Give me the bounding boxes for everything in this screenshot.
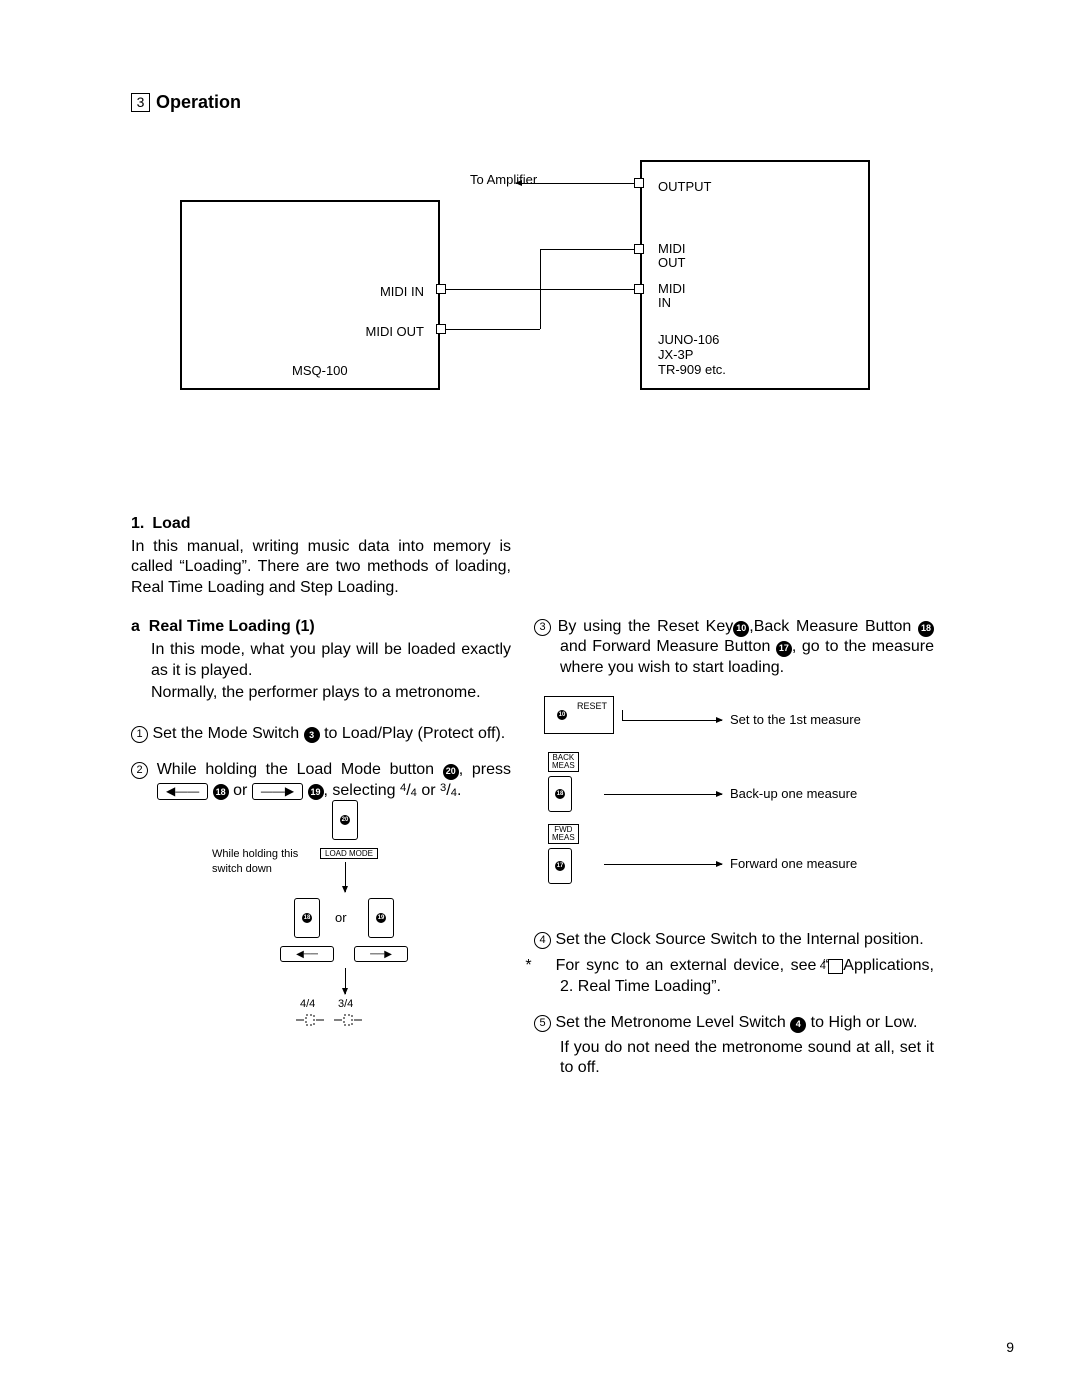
wire: [540, 249, 541, 329]
44-label: 4/4: [300, 998, 315, 1010]
measure-diagram: 10 RESET Set to the 1st measure BACK MEA…: [544, 696, 944, 896]
btn-20: 20: [332, 800, 358, 840]
ref-18-icon: 18: [302, 913, 312, 923]
34-label: 3/4: [338, 998, 353, 1010]
load-para: In this manual, writing music data into …: [131, 537, 511, 598]
device-box: OUTPUT MIDI OUT MIDI IN JUNO-106 JX-3P T…: [640, 160, 870, 390]
rtl-p1: In this mode, what you play will be load…: [151, 640, 511, 681]
rtl-p2: Normally, the performer plays to a metro…: [151, 683, 511, 703]
ref-17-icon: 17: [555, 861, 565, 871]
section-title: Operation: [156, 92, 241, 113]
arrow: [622, 720, 722, 721]
ref-19-icon: 19: [376, 913, 386, 923]
btn-19: 19: [368, 898, 394, 938]
wire: [446, 329, 540, 330]
ref-18: 18: [213, 784, 229, 800]
ref-18: 18: [918, 621, 934, 637]
load-heading: 1. Load: [131, 515, 511, 533]
btn-back: 18: [548, 776, 572, 812]
arrow: [345, 968, 346, 994]
reset-panel: 10 RESET: [544, 696, 614, 734]
msq-box: MIDI IN MIDI OUT MSQ-100: [180, 200, 440, 390]
connection-diagram: MIDI IN MIDI OUT MSQ-100 OUTPUT MIDI OUT…: [180, 160, 860, 410]
arrow: [604, 794, 722, 795]
ref-20-icon: 20: [340, 815, 350, 825]
step-num-5: 5: [534, 1015, 551, 1032]
ref-19: 19: [308, 784, 324, 800]
reset-label: RESET: [577, 701, 607, 711]
step-4: 4 Set the Clock Source Switch to the Int…: [534, 930, 934, 950]
ref-3: 3: [304, 727, 320, 743]
fwd-meas-label: FWD MEAS: [548, 824, 579, 844]
device-list: JUNO-106 JX-3P TR-909 etc.: [658, 333, 726, 378]
ref-4: 4: [790, 1017, 806, 1033]
arrow: [345, 862, 346, 892]
to-amplifier-label: To Amplifier: [470, 172, 537, 187]
ref-10-icon: 10: [557, 710, 567, 720]
midi-in-label: MIDI IN: [380, 284, 424, 299]
step-num-4: 4: [534, 932, 551, 949]
arrow: [604, 864, 722, 865]
back-text: Back-up one measure: [730, 786, 857, 801]
or-label: or: [335, 910, 347, 925]
step-num-1: 1: [131, 726, 148, 743]
ref-20: 20: [443, 764, 459, 780]
hold-text: While holding this: [212, 848, 298, 860]
step-3: 3 By using the Reset Key10,Back Measure …: [534, 617, 934, 678]
midi-out-label: MIDI OUT: [366, 324, 425, 339]
line: [622, 710, 623, 720]
reset-text: Set to the 1st measure: [730, 712, 861, 727]
rtl-heading: a Real Time Loading (1): [131, 618, 511, 636]
btn-fwd: 17: [548, 848, 572, 884]
back-meas-label: BACK MEAS: [548, 752, 579, 772]
back-key: ◀──: [280, 946, 334, 962]
connector: [436, 324, 446, 334]
connector: [436, 284, 446, 294]
led-icon: [334, 1012, 362, 1028]
ref-10: 10: [733, 621, 749, 637]
section-header: 3 Operation: [131, 92, 241, 113]
ref-17: 17: [776, 641, 792, 657]
step-num-3: 3: [534, 619, 551, 636]
fwd-key: ──▶: [354, 946, 408, 962]
page-number: 9: [1006, 1339, 1014, 1355]
led-icon: [296, 1012, 324, 1028]
wire: [540, 249, 635, 250]
midi-out-r: MIDI OUT: [658, 242, 685, 271]
output-label: OUTPUT: [658, 179, 711, 194]
back-key-icon: ◀——: [157, 783, 208, 800]
step-num-2: 2: [131, 762, 148, 779]
fwd-text: Forward one measure: [730, 856, 857, 871]
connector: [634, 244, 644, 254]
box-4: 4: [828, 959, 843, 974]
connector: [634, 284, 644, 294]
left-column: 1. Load In this manual, writing music da…: [131, 515, 511, 817]
step-1: 1 Set the Mode Switch 3 to Load/Play (Pr…: [131, 724, 511, 744]
connector: [634, 178, 644, 188]
loadmode-label: LOAD MODE: [320, 848, 378, 859]
asterisk: *: [534, 956, 549, 976]
fwd-key-icon: ——▶: [252, 783, 303, 800]
step-5: 5 Set the Metronome Level Switch 4 to Hi…: [534, 1013, 934, 1033]
switch-text: switch down: [212, 863, 272, 875]
right-column: 3 By using the Reset Key10,Back Measure …: [534, 617, 934, 694]
midi-in-r: MIDI IN: [658, 282, 685, 311]
right-column-lower: 4 Set the Clock Source Switch to the Int…: [534, 930, 934, 1079]
btn-18: 18: [294, 898, 320, 938]
section-num-box: 3: [131, 93, 150, 112]
msq-label: MSQ-100: [292, 363, 348, 378]
step-2: 2 While holding the Load Mode button 20,…: [131, 760, 511, 801]
step-5-cont: If you do not need the metronome sound a…: [534, 1038, 934, 1079]
loadmode-diagram: 20 While holding this LOAD MODE switch d…: [232, 800, 482, 1050]
step-4-note: * For sync to an external device, see “4…: [534, 956, 934, 997]
ref-18-icon: 18: [555, 789, 565, 799]
